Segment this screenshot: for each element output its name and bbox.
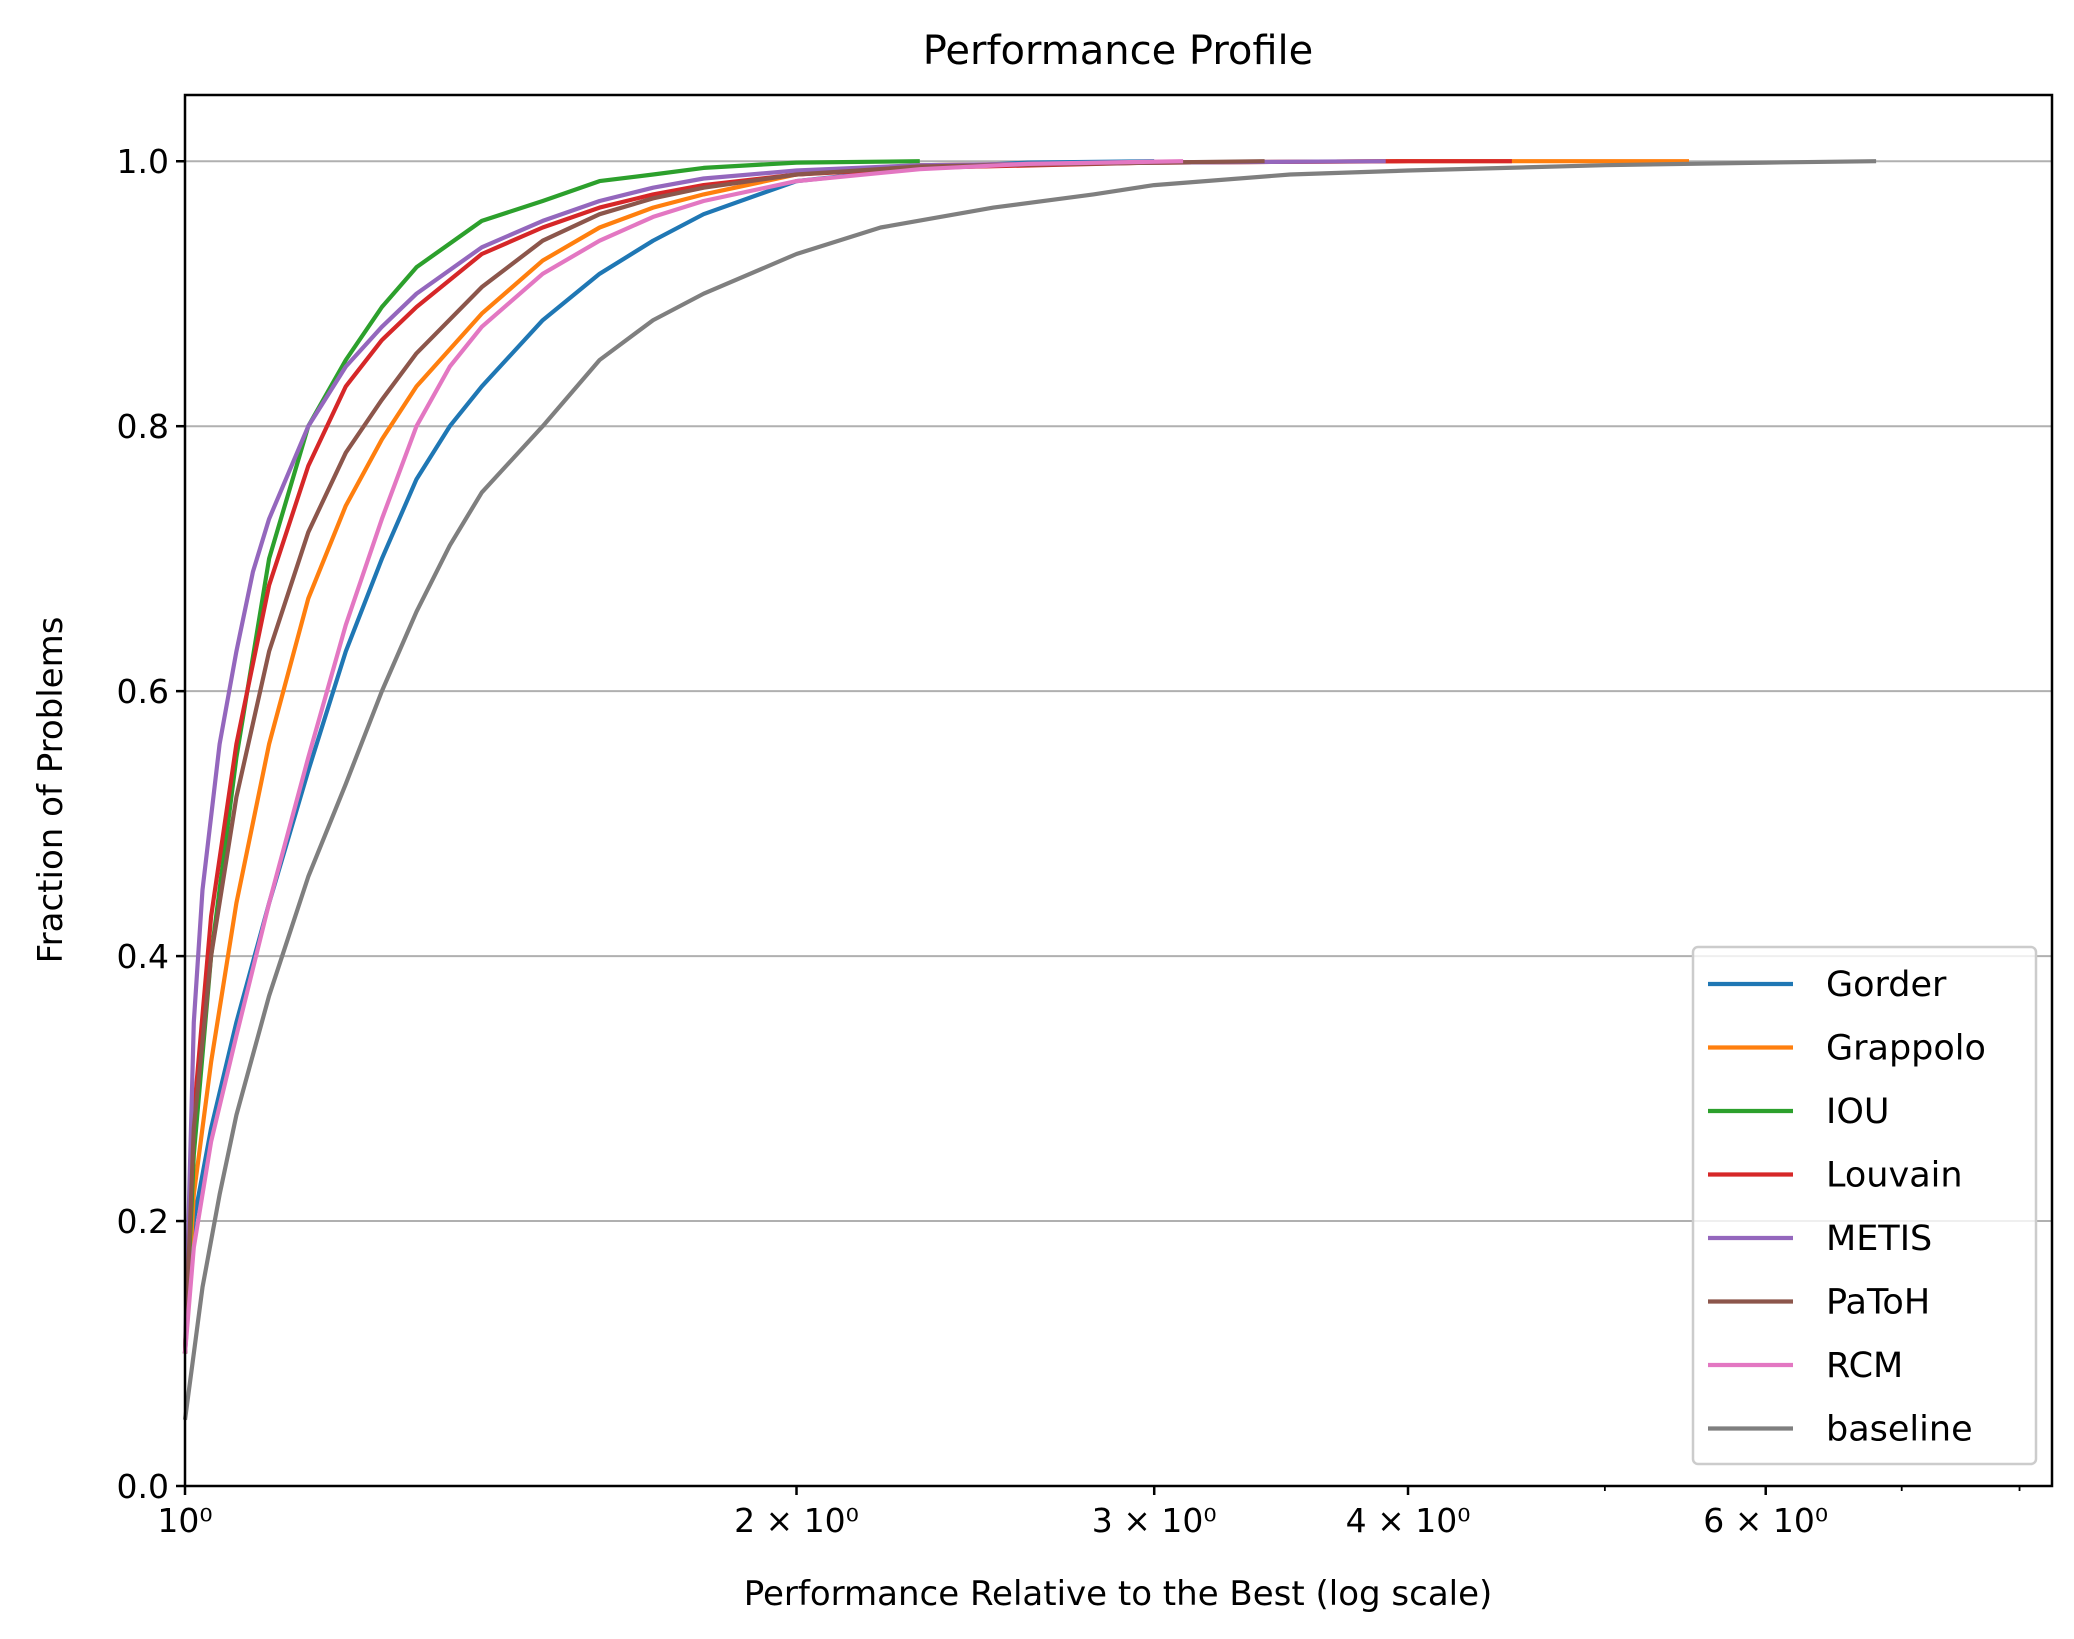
legend-label: Grappolo [1826,1029,1986,1069]
y-tick-label: 0.4 [117,937,169,976]
legend-label: IOU [1826,1092,1890,1132]
y-axis-label: Fraction of Problems [31,617,71,964]
x-tick-label: 6 × 10⁰ [1703,1501,1828,1540]
y-tick-label: 0.2 [117,1202,169,1241]
y-tick-label: 1.0 [117,142,169,181]
series-line-metis [182,159,1386,1354]
legend-label: Gorder [1826,965,1947,1005]
legend-label: baseline [1826,1410,1973,1450]
x-tick-label: 3 × 10⁰ [1092,1501,1217,1540]
y-tick-label: 0.8 [117,407,169,446]
legend-label: PaToH [1826,1283,1930,1323]
legend: Gorder Grappolo IOU Louvain METIS PaToH RCM bas… [1691,945,2038,1466]
y-tick-label: 0.0 [117,1467,169,1506]
legend-box [1691,945,2038,1466]
legend-label: Louvain [1826,1156,1963,1196]
x-tick-label: 4 × 10⁰ [1346,1501,1471,1540]
x-tick-label: 2 × 10⁰ [734,1501,859,1540]
chart-title: Performance Profile [923,28,1314,74]
plot-area-frame [183,93,2054,1488]
series-lines [182,159,1877,1421]
x-axis-label: Performance Relative to the Best (log sc… [744,1574,1493,1614]
series-line-rcm [182,159,1184,1354]
legend-label: METIS [1826,1219,1932,1259]
series-line-baseline [182,159,1877,1421]
series-line-iou [182,159,920,1354]
axis-ticks: 0.0 0.2 0.4 0.6 0.8 1.0 10⁰ 2 × 10⁰ 3 × 10⁰ 4 × 1… [117,142,2021,1540]
x-tick-label: 10⁰ [157,1501,212,1540]
y-tick-label: 0.6 [117,672,169,711]
legend-label: RCM [1826,1346,1903,1386]
series-line-patoh [182,159,1265,1354]
